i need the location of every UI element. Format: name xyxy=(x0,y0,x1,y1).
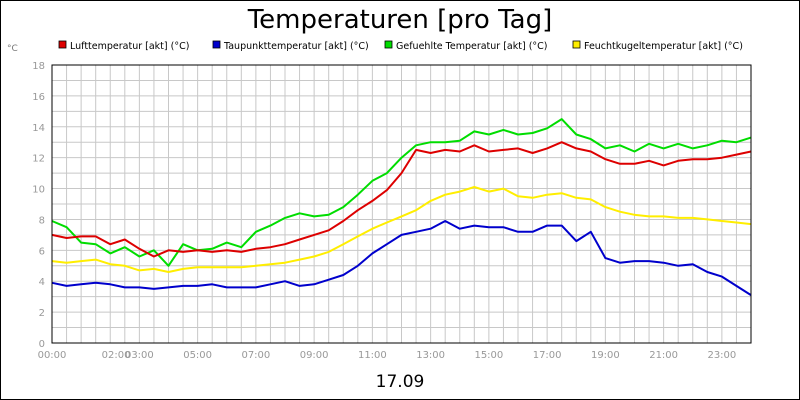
x-tick-label: 03:00 xyxy=(125,350,154,361)
y-tick-label: 6 xyxy=(39,246,45,257)
x-tick-label: 11:00 xyxy=(358,350,387,361)
x-tick-label: 00:00 xyxy=(38,350,67,361)
series-line xyxy=(51,220,752,296)
y-tick-label: 12 xyxy=(32,154,45,165)
series-line xyxy=(51,186,752,273)
y-tick-label: 4 xyxy=(39,277,45,288)
y-tick-label: 14 xyxy=(32,123,45,134)
x-tick-label: 23:00 xyxy=(707,350,736,361)
chart-title: Temperaturen [pro Tag] xyxy=(247,5,553,35)
legend-label: Lufttemperatur [akt] (°C) xyxy=(70,41,189,52)
y-tick-label: 16 xyxy=(32,92,45,103)
legend-swatch xyxy=(58,40,67,49)
x-tick-label: 15:00 xyxy=(474,350,503,361)
y-axis-unit-label: °C xyxy=(7,44,18,54)
series-line xyxy=(51,118,752,267)
y-tick-label: 0 xyxy=(39,339,45,350)
y-tick-label: 10 xyxy=(32,185,45,196)
y-tick-label: 18 xyxy=(32,61,45,72)
x-tick-label: 13:00 xyxy=(416,350,445,361)
legend: Lufttemperatur [akt] (°C) Taupunkttempera… xyxy=(58,40,743,52)
legend-label: Taupunkttemperatur [akt] (°C) xyxy=(223,41,369,52)
x-tick-label: 17:00 xyxy=(533,350,562,361)
legend-swatch xyxy=(384,40,393,49)
x-tick-label: 19:00 xyxy=(591,350,620,361)
series-line xyxy=(51,141,752,258)
x-axis-label: 17.09 xyxy=(376,372,425,392)
x-tick-label: 05:00 xyxy=(183,350,212,361)
legend-label: Gefuehlte Temperatur [akt] (°C) xyxy=(396,41,548,52)
legend-label: Feuchtkugeltemperatur [akt] (°C) xyxy=(584,41,743,52)
x-tick-label: 21:00 xyxy=(649,350,678,361)
y-tick-labels: 0 2 4 6 8 10 12 14 16 18 xyxy=(32,61,45,350)
series-layer xyxy=(51,118,752,296)
x-tick-label: 07:00 xyxy=(241,350,270,361)
legend-swatch xyxy=(212,40,221,49)
x-tick-label: 09:00 xyxy=(300,350,329,361)
y-tick-label: 8 xyxy=(39,215,45,226)
y-tick-label: 2 xyxy=(39,308,45,319)
x-tick-label: 02:00 xyxy=(102,350,131,361)
plot-border xyxy=(51,64,752,344)
legend-swatch xyxy=(572,40,581,49)
grid xyxy=(51,64,752,344)
